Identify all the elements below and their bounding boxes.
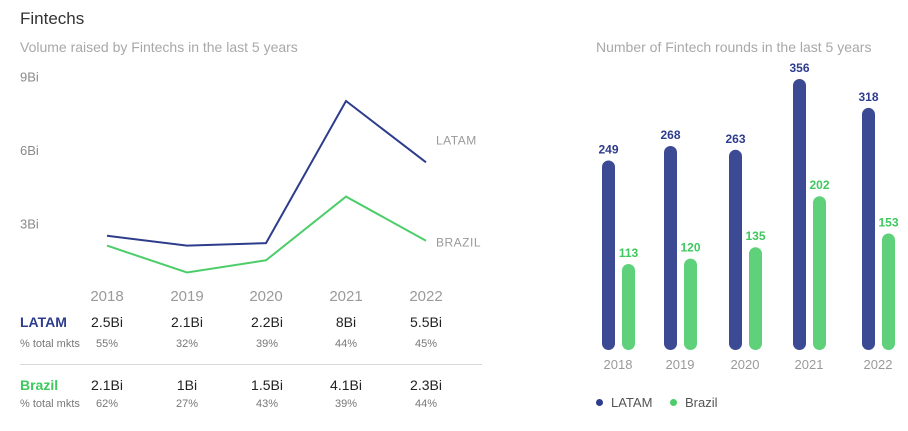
bar-chart: 249 113 2018 268 120 2019 263 135 2020 356 202 2021…: [598, 61, 898, 372]
table-cell: 1Bi: [176, 377, 198, 393]
table-pct-cell: 55%: [95, 338, 119, 350]
table-cell: 1.5Bi: [251, 377, 283, 393]
table-cell: 2.2Bi: [251, 314, 283, 330]
x-tick-label: 2020: [249, 288, 282, 305]
series-label-brazil: BRAZIL: [436, 236, 481, 250]
x-tick-label: 2018: [604, 357, 633, 372]
table-pct-label-latam: % total mkts: [20, 338, 80, 350]
table-pct-cell: 39%: [255, 338, 279, 350]
legend-label: LATAM: [611, 395, 653, 410]
y-tick-label: 9Bi: [20, 70, 39, 85]
x-tick-label: 2021: [795, 357, 824, 372]
legend-dot-icon: [670, 399, 677, 406]
x-tick-label: 2020: [731, 357, 760, 372]
series-line-latam: [106, 99, 427, 247]
bar-value-label: 202: [809, 178, 829, 192]
x-tick-label: 2018: [90, 288, 123, 305]
table-cell: 8Bi: [335, 314, 357, 330]
line-chart: 3Bi 6Bi 9Bi 2018 2019 2020 2021 2022 LATAM BRAZIL: [20, 70, 481, 306]
table-row-label-latam: LATAM: [20, 314, 67, 330]
legend-item-brazil: Brazil: [670, 395, 718, 410]
table-pct-cell: 32%: [175, 338, 199, 350]
bar-value-label: 318: [858, 90, 878, 104]
bar-latam: [793, 79, 806, 350]
table-cell: 2.1Bi: [91, 377, 123, 393]
table-pct-label-brazil: % total mkts: [20, 398, 80, 410]
x-tick-label: 2021: [329, 288, 362, 305]
table-pct-cell: 43%: [255, 398, 279, 410]
x-tick-label: 2022: [864, 357, 893, 372]
table-pct-cell: 45%: [414, 338, 438, 350]
table-cell: 2.1Bi: [171, 314, 203, 330]
x-tick-label: 2019: [170, 288, 203, 305]
table-cell: 4.1Bi: [330, 377, 362, 393]
bar-value-label: 113: [619, 246, 639, 260]
table-pct-cell: 62%: [95, 398, 119, 410]
legend-dot-icon: [596, 399, 603, 406]
bar-latam: [862, 107, 875, 350]
table-pct-cell: 39%: [334, 398, 358, 410]
bar-latam: [602, 160, 615, 350]
bar-value-label: 263: [725, 132, 745, 146]
bar-value-label: 153: [878, 216, 898, 230]
bar-brazil: [882, 233, 895, 350]
table-cell: 5.5Bi: [410, 314, 442, 330]
x-tick-label: 2019: [666, 357, 695, 372]
bar-value-label: 356: [789, 61, 809, 75]
table-pct-cell: 27%: [175, 398, 199, 410]
table-pct-cell: 44%: [334, 338, 358, 350]
bar-brazil: [813, 196, 826, 350]
legend-item-latam: LATAM: [596, 395, 652, 410]
table-pct-cell: 44%: [414, 398, 438, 410]
table-row-label-brazil: Brazil: [20, 377, 59, 393]
bar-value-label: 268: [660, 128, 680, 142]
y-tick-label: 6Bi: [20, 143, 39, 158]
series-label-latam: LATAM: [436, 133, 477, 147]
table-cell: 2.5Bi: [91, 314, 123, 330]
page-title: Fintechs: [20, 9, 85, 28]
table-cell: 2.3Bi: [410, 377, 442, 393]
bar-value-label: 120: [680, 241, 700, 255]
bar-value-label: 249: [598, 142, 618, 156]
y-tick-label: 3Bi: [20, 217, 39, 232]
legend-label: Brazil: [685, 395, 718, 410]
bar-brazil: [622, 263, 635, 350]
table-divider: [20, 364, 482, 365]
bar-latam: [729, 149, 742, 350]
x-tick-label: 2022: [409, 288, 442, 305]
bar-brazil: [749, 247, 762, 350]
bar-latam: [664, 145, 677, 350]
bar-brazil: [684, 258, 697, 350]
series-line-brazil: [106, 195, 427, 274]
bar-chart-subtitle: Number of Fintech rounds in the last 5 y…: [596, 39, 872, 55]
line-chart-subtitle: Volume raised by Fintechs in the last 5 …: [20, 39, 298, 55]
bar-value-label: 135: [745, 229, 765, 243]
